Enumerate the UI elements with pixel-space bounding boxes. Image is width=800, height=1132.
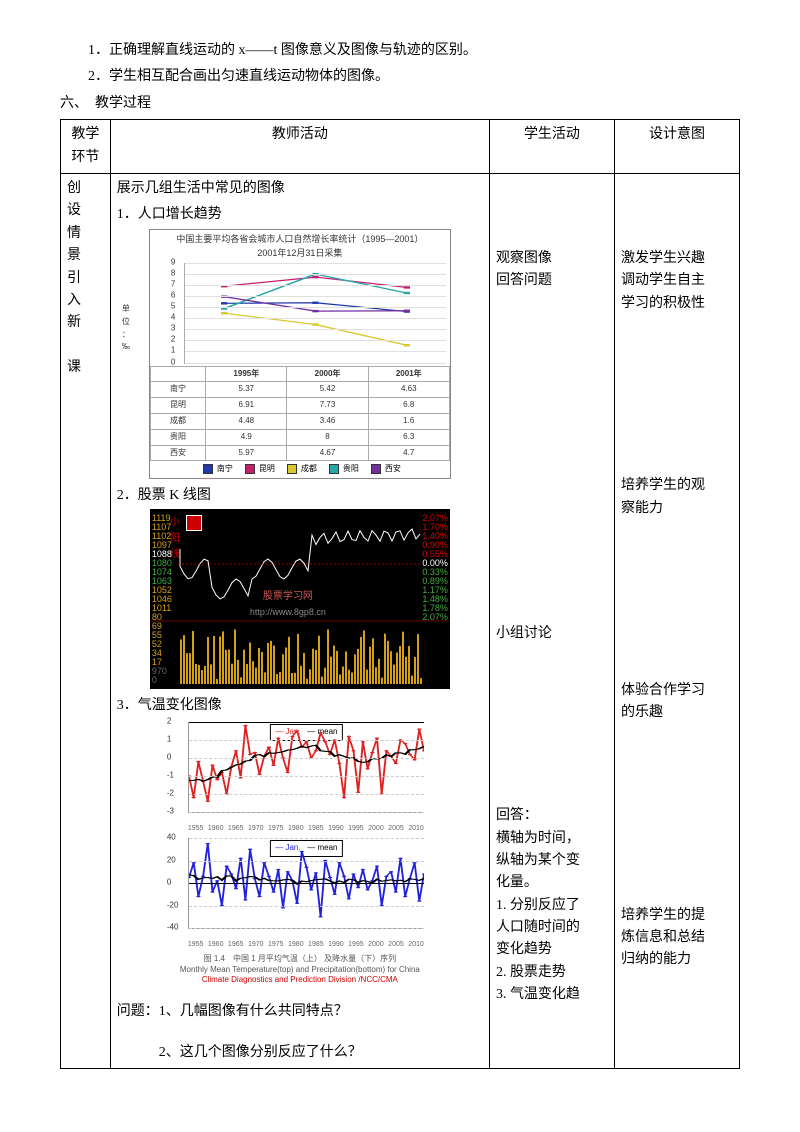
chart1-data-table: 1995年2000年2001年南宁5.375.424.63昆明6.917.736… [150,366,450,462]
question-block: 问题：1、几幅图像有什么共同特点？ [117,1001,483,1023]
chart1-ylabel: 单位：‰ [122,303,130,354]
chart1-plot: 0123456789 [184,263,446,364]
student-text-1: 观察图像回答问题 [496,248,608,293]
chart1-title: 中国主要平均各省会城市人口自然增长率统计（1995—2001） 2001年12月… [150,230,450,263]
chart1-legend: 南宁昆明成都贵阳西安 [150,461,450,478]
segment-cell: 创设情景引入新 课 [61,173,111,1068]
chart3-panel2: — Jan. — mean 40200-20-40 [188,838,424,929]
temperature-chart: — Jan. — mean 210-1-2-3 1955196019651970… [160,722,440,986]
stock-chart: 小阳线 股票学习网 http://www.8gp8.cn 11191107110… [150,509,450,689]
item1-title: 1．人口增长趋势 [117,204,483,226]
preface-line-1: 1．正确理解直线运动的 x——t 图像意义及图像与轨迹的区别。 [60,40,740,62]
item2-title: 2．股票 K 线图 [117,485,483,507]
intent-text-2: 培养学生的观察能力 [621,475,733,520]
segment-label: 创设情景引入新 课 [67,178,104,380]
lesson-plan-table: 教学环节 教师活动 学生活动 设计意图 创设情景引入新 课 展示几组生活中常见的… [60,119,740,1069]
student-activity-cell: 观察图像回答问题 小组讨论 回答：横轴为时间，纵轴为某个变化量。1. 分别反应了… [489,173,614,1068]
student-text-2: 小组讨论 [496,623,608,645]
header-teacher: 教师活动 [110,120,489,174]
intent-text-1: 激发学生兴趣调动学生自主学习的积极性 [621,248,733,315]
intro-text: 展示几组生活中常见的图像 [117,178,483,200]
design-intent-cell: 激发学生兴趣调动学生自主学习的积极性 培养学生的观察能力 体验合作学习的乐趣 培… [614,173,739,1068]
item3-title: 3．气温变化图像 [117,695,483,717]
header-intent: 设计意图 [614,120,739,174]
section-heading: 六、 教学过程 [60,93,740,115]
header-segment: 教学环节 [61,120,111,174]
intent-text-3: 体验合作学习的乐趣 [621,680,733,725]
student-text-3: 回答：横轴为时间，纵轴为某个变化量。1. 分别反应了人口随时间的变化趋势2. 股… [496,805,608,1007]
question-2: 2、这几个图像分别反应了什么？ [117,1042,483,1064]
chart3-xaxis2: 1955196019651970197519801985199019952000… [188,939,424,950]
preface-line-2: 2．学生相互配合画出匀速直线运动物体的图像。 [60,66,740,88]
intent-text-4: 培养学生的提炼信息和总结归纳的能力 [621,905,733,972]
header-student: 学生活动 [489,120,614,174]
population-chart: 中国主要平均各省会城市人口自然增长率统计（1995—2001） 2001年12月… [149,229,451,479]
chart3-xaxis1: 1955196019651970197519801985199019952000… [188,823,424,834]
chart3-caption: 图 1.4 中国 1 月平均气温（上） 及降水量（下）序列 Monthly Me… [160,954,440,985]
chart3-panel1: — Jan. — mean 210-1-2-3 [188,722,424,813]
teacher-activity-cell: 展示几组生活中常见的图像 1．人口增长趋势 中国主要平均各省会城市人口自然增长率… [110,173,489,1068]
